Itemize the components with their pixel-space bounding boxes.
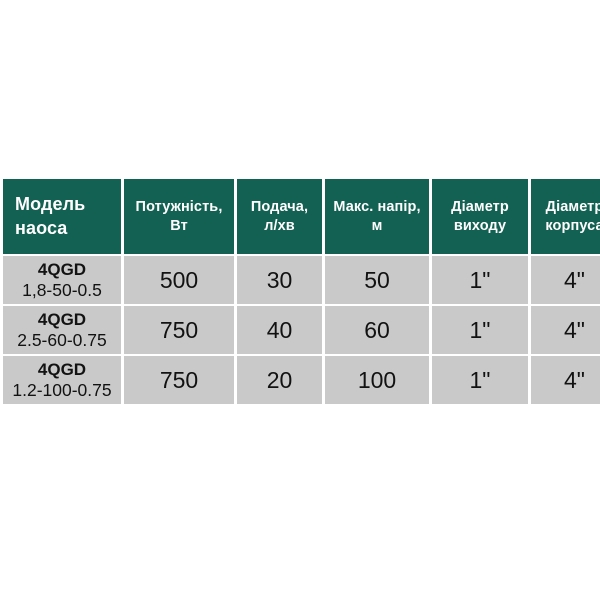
model-variant: 2.5-60-0.75 — [17, 329, 107, 350]
cell-flow: 20 — [237, 356, 322, 404]
column-header-max-head-line1: Макс. напір, — [333, 198, 421, 215]
cell-model: 4QGD 1.2-100-0.75 — [3, 356, 121, 404]
column-header-power: Потужність, Вт — [124, 179, 234, 254]
cell-max-head: 100 — [325, 356, 429, 404]
column-header-flow-line2: л/хв — [264, 217, 295, 234]
pump-specifications-table: Модель наоса Потужність, Вт Подача, л/хв… — [0, 177, 600, 406]
model-variant: 1.2-100-0.75 — [12, 379, 112, 400]
cell-power: 750 — [124, 306, 234, 354]
model-variant: 1,8-50-0.5 — [22, 279, 102, 300]
model-code: 4QGD — [37, 259, 87, 279]
table-body: 4QGD 1,8-50-0.5 500 30 50 1" 4" 4QGD 2.5… — [3, 256, 600, 404]
table-header-row: Модель наоса Потужність, Вт Подача, л/хв… — [3, 179, 600, 254]
column-header-max-head: Макс. напір, м — [325, 179, 429, 254]
table-row: 4QGD 1.2-100-0.75 750 20 100 1" 4" — [3, 356, 600, 404]
cell-model: 4QGD 2.5-60-0.75 — [3, 306, 121, 354]
column-header-body-diameter-line1: Діаметр — [545, 198, 600, 215]
cell-flow: 30 — [237, 256, 322, 304]
cell-outlet-diameter: 1" — [432, 256, 528, 304]
cell-body-diameter: 4" — [531, 356, 600, 404]
column-header-model-line2: наоса — [15, 217, 68, 238]
cell-body-diameter: 4" — [531, 256, 600, 304]
column-header-model: Модель наоса — [3, 179, 121, 254]
column-header-power-line2: Вт — [170, 217, 188, 234]
pump-specifications-table-container: Модель наоса Потужність, Вт Подача, л/хв… — [0, 177, 600, 406]
cell-body-diameter: 4" — [531, 306, 600, 354]
column-header-body-diameter: Діаметр корпуса — [531, 179, 600, 254]
column-header-flow-line1: Подача, — [250, 198, 309, 215]
column-header-outlet-diameter-line1: Діаметр — [451, 198, 509, 215]
cell-max-head: 60 — [325, 306, 429, 354]
cell-model: 4QGD 1,8-50-0.5 — [3, 256, 121, 304]
column-header-max-head-line2: м — [371, 217, 383, 234]
cell-max-head: 50 — [325, 256, 429, 304]
model-code: 4QGD — [37, 359, 87, 379]
table-row: 4QGD 1,8-50-0.5 500 30 50 1" 4" — [3, 256, 600, 304]
table-header: Модель наоса Потужність, Вт Подача, л/хв… — [3, 179, 600, 254]
column-header-outlet-diameter-line2: виходу — [453, 217, 507, 234]
column-header-outlet-diameter: Діаметр виходу — [432, 179, 528, 254]
cell-power: 500 — [124, 256, 234, 304]
cell-flow: 40 — [237, 306, 322, 354]
column-header-power-line1: Потужність, — [135, 198, 223, 215]
column-header-model-line1: Модель — [15, 194, 86, 215]
table-row: 4QGD 2.5-60-0.75 750 40 60 1" 4" — [3, 306, 600, 354]
cell-outlet-diameter: 1" — [432, 356, 528, 404]
column-header-flow: Подача, л/хв — [237, 179, 322, 254]
cell-outlet-diameter: 1" — [432, 306, 528, 354]
model-code: 4QGD — [37, 309, 87, 329]
cell-power: 750 — [124, 356, 234, 404]
column-header-body-diameter-line2: корпуса — [545, 217, 600, 234]
